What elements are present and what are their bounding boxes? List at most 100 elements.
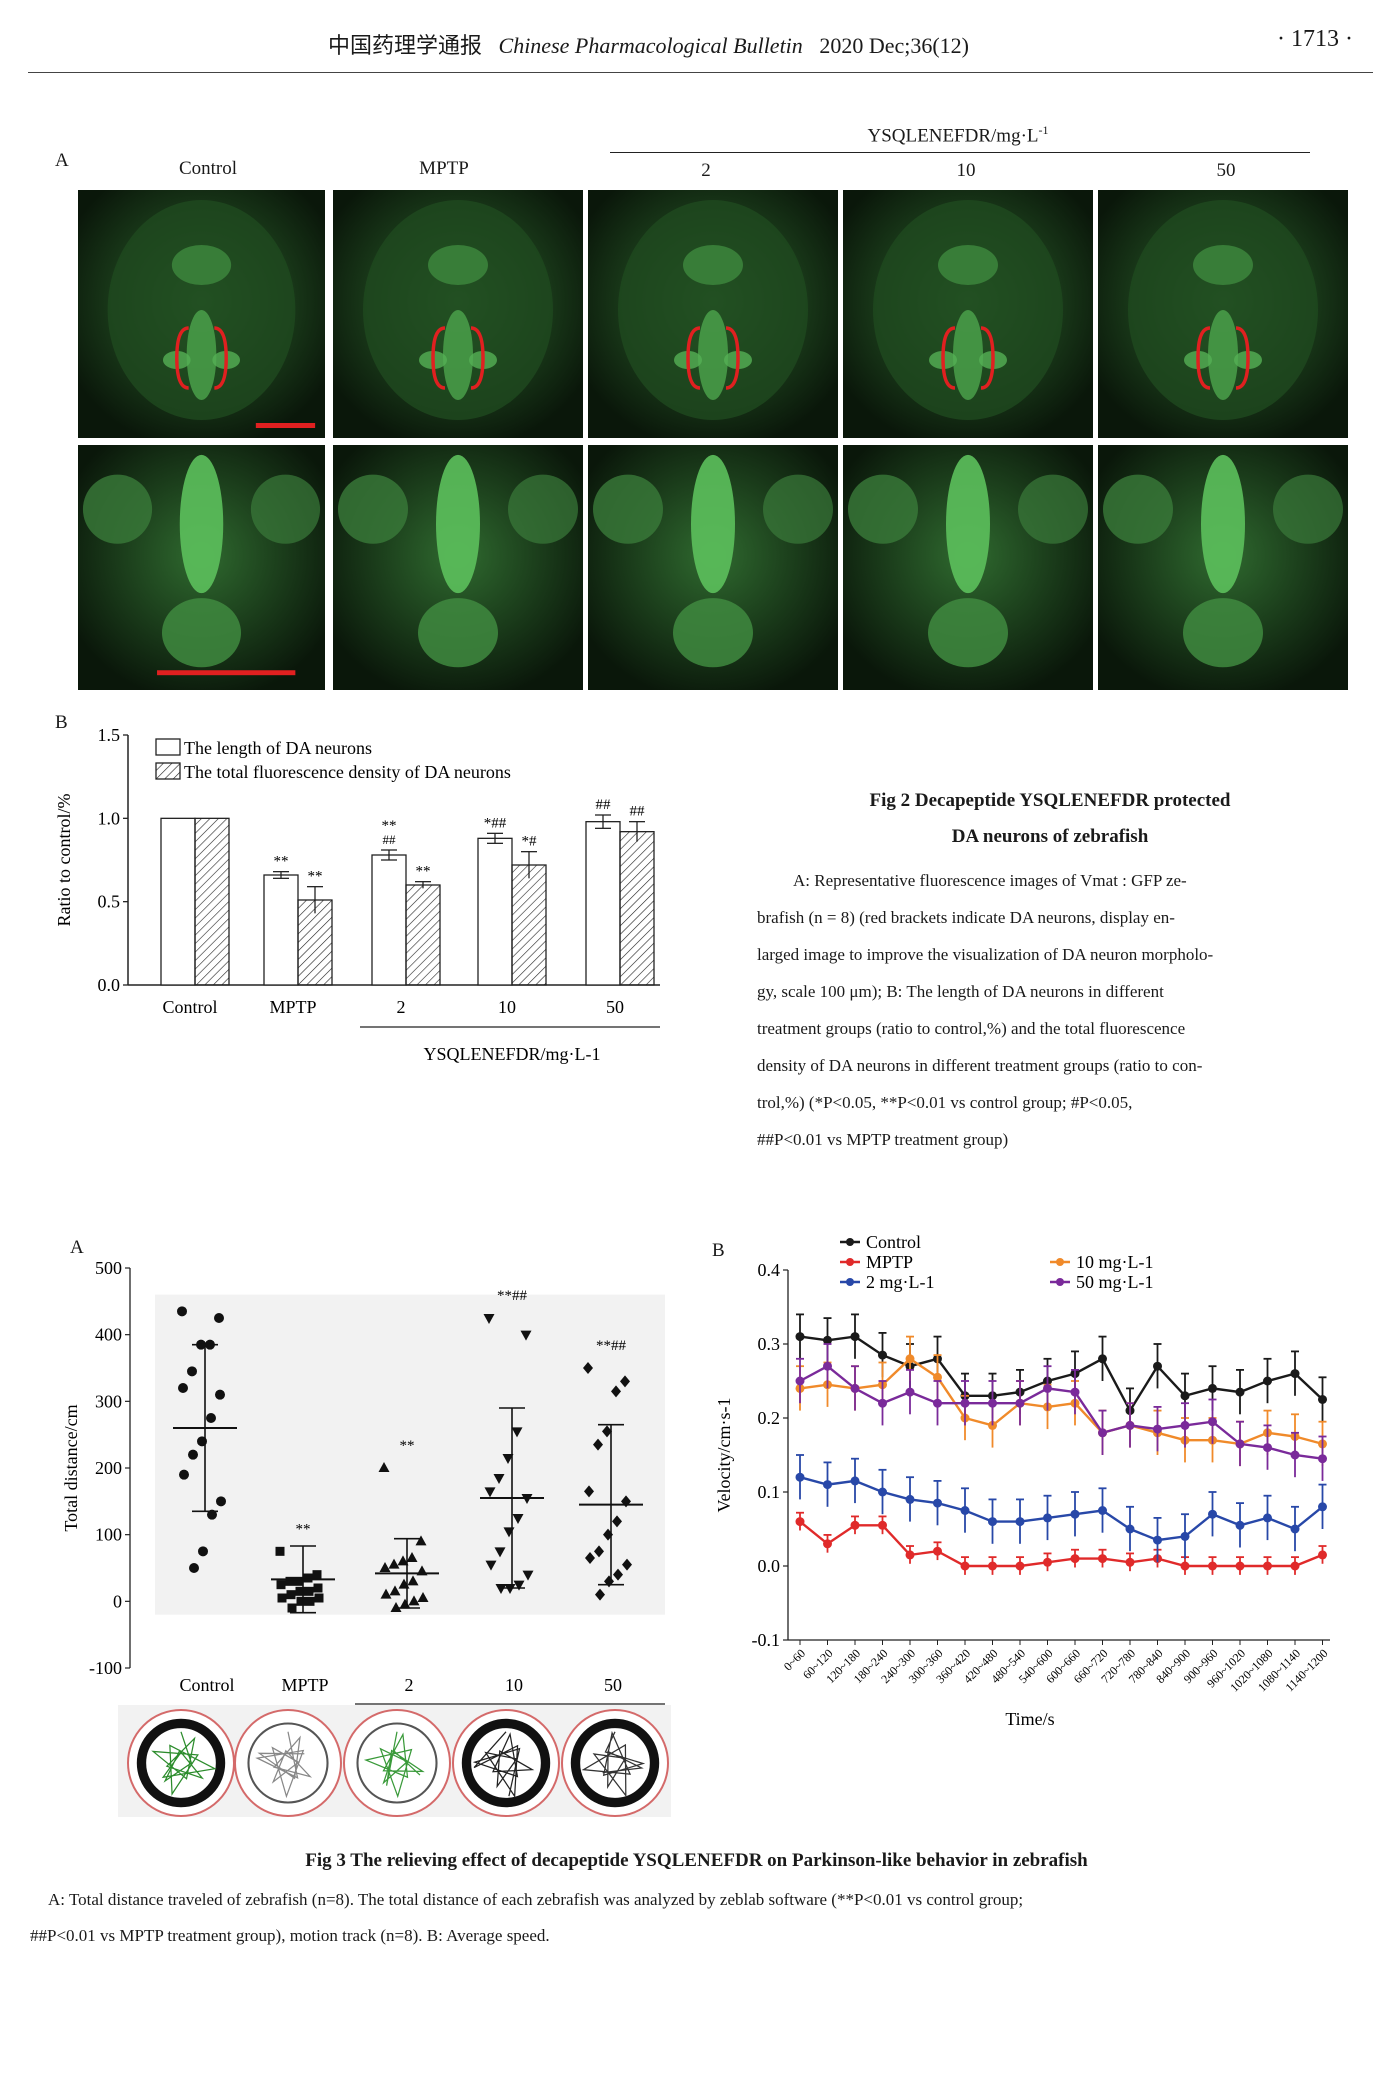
y-tick-label: 0.3 — [758, 1334, 781, 1354]
fig3-caption-line-2: ##P<0.01 vs MPTP treatment group), motio… — [30, 1926, 550, 1945]
bar-fluorescence — [619, 831, 655, 986]
fluorescence-illustration — [1098, 445, 1348, 690]
fluorescence-image-enlarged — [843, 445, 1093, 690]
data-point — [1208, 1383, 1217, 1393]
data-point — [388, 1558, 400, 1569]
data-point — [189, 1563, 199, 1573]
x-category-label: Control — [162, 997, 217, 1017]
data-point — [215, 1389, 225, 1400]
data-point — [389, 1585, 401, 1596]
da-neuron-cluster — [953, 310, 983, 400]
y-tick-label: 0.0 — [98, 975, 121, 995]
bar-length — [371, 854, 407, 986]
red-bracket-right — [980, 326, 995, 390]
data-point — [795, 1472, 805, 1482]
y-tick-label: 100 — [95, 1525, 122, 1545]
fluorescence-image-enlarged — [333, 445, 583, 690]
significance-mark: *## — [484, 815, 507, 831]
cluster — [171, 245, 232, 285]
scale-bar — [157, 670, 296, 676]
data-point — [1318, 1502, 1327, 1512]
y-axis-label: Total distance/cm — [61, 1404, 81, 1531]
significance-mark: *# — [522, 834, 538, 850]
legend-marker — [846, 1258, 854, 1266]
track-ring — [570, 1718, 660, 1808]
red-bracket-left — [686, 326, 701, 390]
da-neuron-cluster — [698, 310, 728, 400]
motion-track — [234, 1709, 342, 1817]
data-point — [493, 1474, 505, 1484]
data-point — [484, 1487, 496, 1498]
data-point — [214, 1313, 224, 1323]
fluorescence-illustration — [78, 445, 325, 690]
legend-marker — [846, 1238, 854, 1246]
data-point — [584, 1485, 594, 1498]
fluorescence-image — [78, 190, 325, 438]
fig2-caption-line: density of DA neurons in different treat… — [757, 1056, 1203, 1075]
running-header: 中国药理学通报 Chinese Pharmacological Bulletin… — [28, 22, 1373, 73]
y-tick-label: -0.1 — [752, 1630, 781, 1650]
data-point — [303, 1573, 313, 1583]
data-point — [622, 1558, 632, 1571]
data-point — [1098, 1506, 1107, 1515]
da-neuron-cluster — [1208, 310, 1238, 400]
data-point — [206, 1413, 216, 1423]
fluorescence-image-enlarged — [1098, 445, 1348, 690]
data-point — [1070, 1554, 1080, 1564]
cluster — [673, 598, 753, 668]
data-point — [379, 1562, 391, 1572]
data-point — [1015, 1561, 1025, 1571]
y-tick-label: 1.0 — [98, 808, 121, 828]
data-point — [1290, 1450, 1300, 1460]
data-point — [313, 1583, 323, 1593]
red-bracket-right — [1235, 326, 1250, 390]
x-category-label: MPTP — [281, 1675, 328, 1695]
fig2-group-header-text: YSQLENEFDR/mg·L — [867, 125, 1039, 147]
data-point — [960, 1561, 970, 1571]
y-tick-label: 0 — [113, 1591, 122, 1611]
data-point — [933, 1546, 942, 1556]
data-point — [1043, 1513, 1052, 1523]
data-point — [494, 1547, 506, 1558]
data-point — [1263, 1443, 1272, 1453]
data-point — [988, 1561, 997, 1571]
fig2-col-label-10: 10 — [956, 160, 976, 181]
data-point — [305, 1596, 315, 1606]
data-point — [276, 1580, 286, 1590]
significance-mark: **## — [596, 1338, 627, 1354]
fig3-panel-b-letter: B — [712, 1240, 725, 1261]
fluorescence-illustration — [78, 190, 325, 438]
data-point — [1263, 1561, 1272, 1571]
fig2-caption-line: ##P<0.01 vs MPTP treatment group) — [757, 1130, 1009, 1149]
motion-track-illustration — [356, 1722, 438, 1804]
data-point — [1015, 1398, 1025, 1408]
data-point — [1235, 1387, 1245, 1397]
cluster — [82, 474, 153, 544]
data-point — [795, 1332, 805, 1342]
x-category-label: 10 — [498, 997, 516, 1017]
data-point — [277, 1593, 287, 1603]
legend-label: 2 mg·L-1 — [866, 1272, 934, 1292]
x-category-label: 50 — [604, 1675, 622, 1695]
significance-mark: ** — [274, 854, 289, 870]
data-point — [1070, 1509, 1080, 1519]
fig2-caption-line: trol,%) (*P<0.05, **P<0.01 vs control gr… — [757, 1093, 1133, 1112]
data-point — [795, 1376, 805, 1386]
data-point — [285, 1576, 295, 1586]
red-bracket-left — [431, 326, 446, 390]
legend-label: The total fluorescence density of DA neu… — [184, 762, 511, 782]
journal-en: Chinese Pharmacological Bulletin — [498, 33, 803, 58]
x-category-label: 2 — [405, 1675, 414, 1695]
data-point — [1180, 1561, 1190, 1571]
data-point — [878, 1487, 887, 1497]
fluorescence-illustration — [1098, 190, 1348, 438]
legend-label: 10 mg·L-1 — [1076, 1252, 1153, 1272]
data-point — [933, 1498, 942, 1508]
data-point — [216, 1496, 226, 1507]
data-point — [275, 1546, 285, 1556]
data-point — [1125, 1524, 1135, 1534]
data-point — [1208, 1417, 1217, 1427]
cluster — [683, 245, 743, 285]
data-point — [522, 1570, 534, 1581]
data-point — [905, 1550, 915, 1560]
